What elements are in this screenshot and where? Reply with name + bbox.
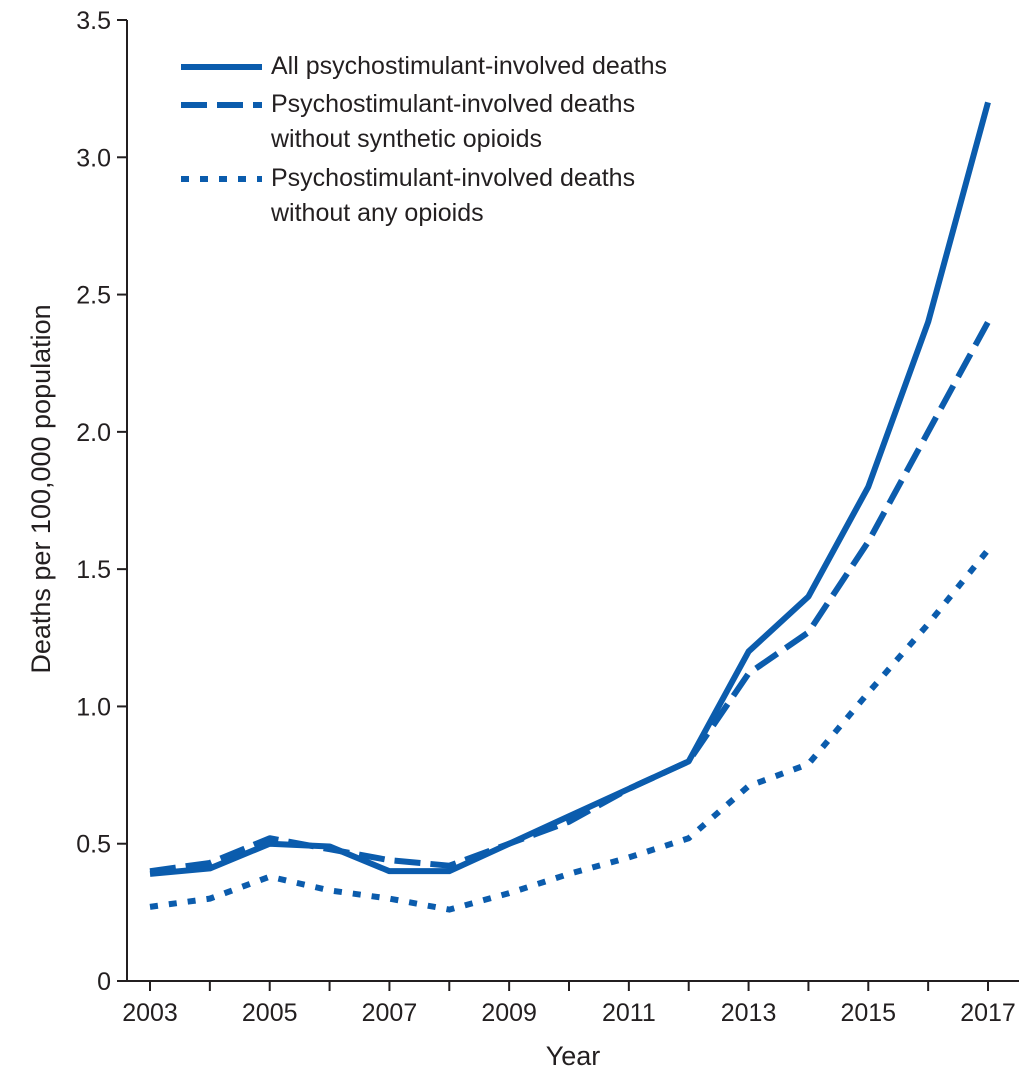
x-axis-ticks: 2003 2005 2007 2009 2011 2013 2015 2017 xyxy=(122,981,1016,1027)
legend-label: without synthetic opioids xyxy=(270,125,542,153)
legend-label: All psychostimulant-involved deaths xyxy=(271,52,667,80)
legend: All psychostimulant-involved deaths Psych… xyxy=(181,52,667,227)
x-axis-title: Year xyxy=(546,1041,601,1071)
y-tick-label: 0.5 xyxy=(76,831,111,859)
y-tick-label: 1.5 xyxy=(76,556,111,584)
x-tick-label: 2015 xyxy=(840,999,896,1027)
legend-label: Psychostimulant-involved deaths xyxy=(271,90,635,118)
y-tick-label: 2.5 xyxy=(76,282,111,310)
y-tick-label: 2.0 xyxy=(76,419,111,447)
y-tick-label: 3.5 xyxy=(76,7,111,35)
legend-label: Psychostimulant-involved deaths xyxy=(271,164,635,192)
y-axis-title: Deaths per 100,000 population xyxy=(26,304,56,673)
x-tick-label: 2007 xyxy=(362,999,418,1027)
x-tick-label: 2011 xyxy=(602,999,656,1027)
legend-label: without any opioids xyxy=(270,199,484,227)
series-lines xyxy=(149,101,991,913)
x-tick-label: 2009 xyxy=(481,999,537,1027)
x-tick-label: 2003 xyxy=(122,999,178,1027)
series-line-dotted xyxy=(149,548,991,913)
x-tick-label: 2005 xyxy=(242,999,298,1027)
y-tick-label: 1.0 xyxy=(76,693,111,721)
y-tick-label: 0 xyxy=(97,968,111,996)
axes xyxy=(126,20,1019,982)
y-axis-ticks: 0 0.5 1.0 1.5 2.0 2.5 3.0 3.5 xyxy=(76,7,127,996)
series-line-dashed xyxy=(149,320,991,875)
y-tick-label: 3.0 xyxy=(76,144,111,172)
x-tick-label: 2017 xyxy=(960,999,1016,1027)
x-tick-label: 2013 xyxy=(721,999,777,1027)
